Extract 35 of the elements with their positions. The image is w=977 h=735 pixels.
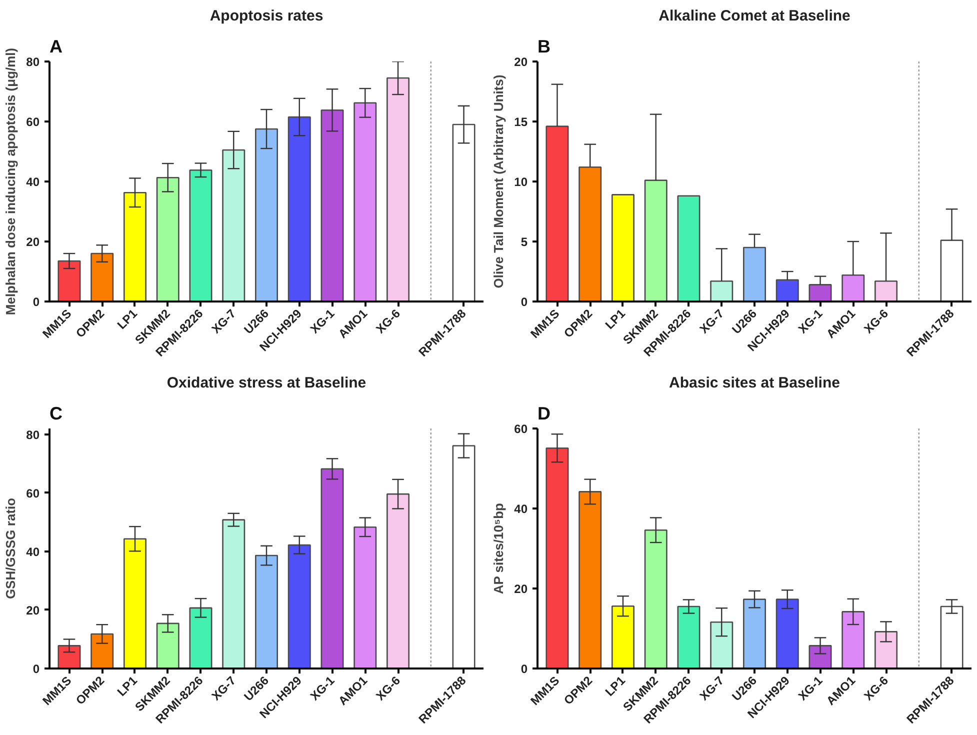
y-tick-label: 20 (514, 582, 528, 596)
y-tick-label: 80 (26, 55, 40, 69)
y-tick-label: 60 (26, 486, 40, 500)
x-tick-label: LP1 (602, 673, 628, 700)
y-tick-label: 60 (514, 422, 528, 436)
chart-title: Abasic sites at Baseline (669, 374, 840, 392)
y-tick-label: 0 (520, 295, 528, 309)
y-tick-label: 20 (514, 55, 528, 69)
text: C (50, 404, 62, 424)
y-tick-label: 80 (26, 428, 40, 442)
y-tick-label: 5 (520, 235, 528, 249)
y-tick-label: 40 (514, 502, 528, 516)
x-tick-label: LP1 (114, 306, 140, 332)
y-tick-label: 0 (32, 295, 40, 309)
x-tick-label: LP1 (602, 306, 628, 332)
y-tick-label: 15 (514, 115, 528, 129)
y-axis-title: AP sites/10⁵bp (491, 502, 506, 594)
text: B (538, 36, 550, 56)
y-axis-title: Melphalan dose inducing apoptosis (μg/ml) (3, 48, 18, 316)
chart-title: Oxidative stress at Baseline (166, 374, 366, 392)
text: A (50, 36, 62, 56)
y-tick-label: 40 (26, 544, 40, 559)
chart-title: Apoptosis rates (210, 8, 324, 24)
y-axis-title: Olive Tail Moment (Arbitrary Units) (491, 74, 506, 288)
y-tick-label: 20 (26, 235, 40, 249)
y-tick-label: 0 (32, 662, 40, 676)
x-tick-label: LP1 (114, 673, 140, 700)
y-tick-label: 20 (26, 603, 40, 618)
y-tick-label: 40 (26, 175, 40, 189)
y-tick-label: 10 (514, 175, 528, 189)
y-axis-title: GSH/GSSG ratio (3, 498, 18, 600)
text: D (538, 404, 550, 424)
y-tick-label: 0 (520, 662, 528, 676)
y-tick-label: 60 (26, 115, 40, 129)
chart-title: Alkaline Comet at Baseline (658, 8, 850, 24)
